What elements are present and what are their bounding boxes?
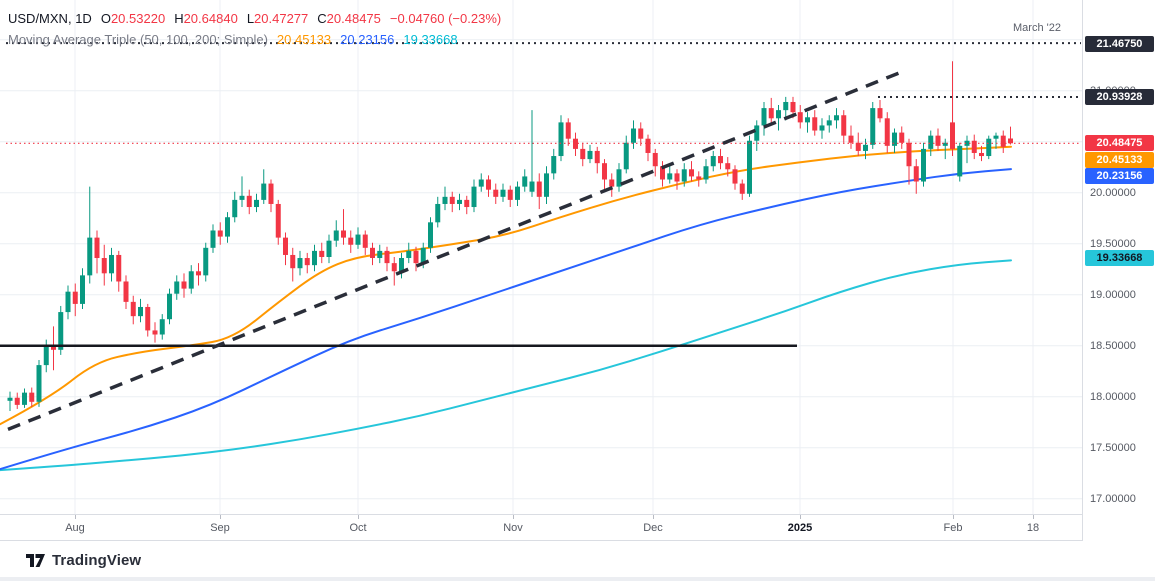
footer-bar: TradingView xyxy=(0,541,1155,581)
time-axis[interactable]: Aug Sep Oct Nov Dec 2025 Feb 18 xyxy=(0,514,1082,541)
trendline-dashed[interactable] xyxy=(7,69,904,431)
change-value: −0.04760 (−0.23%) xyxy=(389,11,502,26)
ohlc-low: L20.47277 xyxy=(246,11,309,26)
ma-line-sma-100 xyxy=(0,168,1012,471)
price-badge: 19.33668 xyxy=(1085,250,1154,266)
time-tick-mark xyxy=(75,515,76,519)
price-tick-label: 19.00000 xyxy=(1090,288,1136,301)
indicator-legend-row[interactable]: Moving Average Triple (50, 100, 200; Sim… xyxy=(8,29,501,50)
price-chart-canvas[interactable] xyxy=(0,0,1082,514)
time-axis-label: 2025 xyxy=(787,522,813,534)
timeframe-label: 1D xyxy=(75,11,92,26)
time-axis-label: Feb xyxy=(943,522,963,534)
tradingview-logo-icon xyxy=(26,553,45,567)
price-badge: 20.48475 xyxy=(1085,135,1154,151)
ohlc-high: H20.64840 xyxy=(174,11,238,26)
time-axis-label: Sep xyxy=(210,522,230,534)
price-tick-label: 17.00000 xyxy=(1090,492,1136,505)
march-22-level-label: March '22 xyxy=(1013,22,1061,34)
time-axis-label: Dec xyxy=(643,522,663,534)
candles-layer xyxy=(7,61,1013,411)
ohlc-close: C20.48475 xyxy=(317,11,381,26)
time-axis-label: Oct xyxy=(349,522,367,534)
price-badge: 20.45133 xyxy=(1085,151,1154,168)
price-tick-label: 18.00000 xyxy=(1090,390,1136,403)
tradingview-brand-text: TradingView xyxy=(52,552,142,569)
candlestick-chart[interactable] xyxy=(0,0,1082,514)
time-tick-mark xyxy=(953,515,954,519)
tradingview-brand-link[interactable]: TradingView xyxy=(26,552,141,569)
price-tick-label: 18.50000 xyxy=(1090,339,1136,352)
price-tick-label: 20.00000 xyxy=(1090,186,1136,199)
price-badge: 21.46750 xyxy=(1085,36,1154,52)
gridlines xyxy=(0,0,1082,514)
time-tick-mark xyxy=(1033,515,1034,519)
time-tick-mark xyxy=(800,515,801,519)
time-tick-mark xyxy=(220,515,221,519)
ma-line-sma-50 xyxy=(0,145,1012,426)
ohlc-open: O20.53220 xyxy=(100,11,166,26)
indicator-value-ma50: 20.45133 xyxy=(276,32,332,47)
price-axis[interactable]: 21.0000020.5000020.0000019.5000019.00000… xyxy=(1082,0,1155,541)
time-axis-label: Aug xyxy=(65,522,85,534)
time-tick-mark xyxy=(653,515,654,519)
indicator-title[interactable]: Moving Average Triple (50, 100, 200; Sim… xyxy=(8,32,268,47)
price-badge: 20.23156 xyxy=(1085,168,1154,184)
time-tick-mark xyxy=(513,515,514,519)
ma-line-sma-200 xyxy=(0,259,1012,472)
price-badge: 20.93928 xyxy=(1085,89,1154,105)
symbol-title[interactable]: USD/MXN, 1D xyxy=(8,11,92,26)
price-tick-label: 19.50000 xyxy=(1090,237,1136,250)
chart-legend: USD/MXN, 1D O20.53220 H20.64840 L20.4727… xyxy=(8,8,501,50)
time-axis-label: Nov xyxy=(503,522,523,534)
price-tick-label: 17.50000 xyxy=(1090,441,1136,454)
indicator-value-ma100: 20.23156 xyxy=(340,32,395,47)
time-tick-mark xyxy=(358,515,359,519)
time-axis-label: 18 xyxy=(1026,522,1040,534)
indicator-value-ma200: 19.33668 xyxy=(403,32,458,47)
symbol-legend-row[interactable]: USD/MXN, 1D O20.53220 H20.64840 L20.4727… xyxy=(8,8,501,29)
